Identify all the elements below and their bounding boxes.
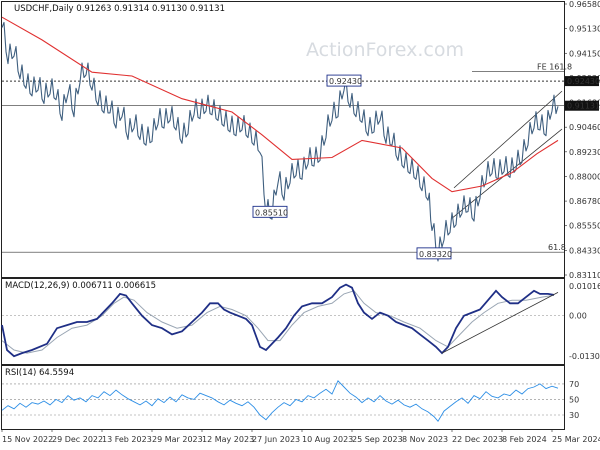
price-ytick-0: 0.96580 xyxy=(569,0,600,9)
macd-line xyxy=(1,283,555,358)
rsi-layer xyxy=(1,380,564,422)
macd-trendline xyxy=(441,292,559,354)
annotation-box-0 xyxy=(326,74,362,87)
rsi-panel-title: RSI(14) 64.5594 xyxy=(5,368,74,378)
watermark: ActionForex.com xyxy=(306,39,464,61)
annotation-box-2 xyxy=(416,247,452,260)
macd-ytick-2: -0.013006 xyxy=(569,352,600,361)
annotation-label-0: 0.92430 xyxy=(329,77,362,86)
price-ytick-8: 0.86780 xyxy=(569,197,600,206)
price-ytick-7: 0.88000 xyxy=(569,172,600,181)
annotation-label-1: 0.85510 xyxy=(255,208,288,217)
xtick-9: 22 Dec 2023 xyxy=(452,435,503,444)
xtick-1: 29 Dec 2022 xyxy=(52,435,103,444)
rsi-ytick-2: 30 xyxy=(569,411,579,420)
annotation-label-2: 0.83320 xyxy=(419,250,452,259)
price-ytick-6: 0.89230 xyxy=(569,148,600,157)
fib-label: 61.8 xyxy=(548,243,566,252)
macd-panel-title: MACD(12,26,9) 0.006711 0.006615 xyxy=(5,281,156,291)
current-price-label: 0.91131 xyxy=(567,102,600,111)
fe-label: FE 161.8 xyxy=(537,62,572,71)
resistance-price-label: 0.92430 xyxy=(567,77,600,86)
price-ytick-2: 0.94150 xyxy=(569,49,600,58)
xtick-11: 25 Mar 2024 xyxy=(552,435,600,444)
price-ytick-9: 0.85550 xyxy=(569,222,600,231)
rsi-line xyxy=(1,380,559,422)
xtick-2: 13 Feb 2023 xyxy=(102,435,152,444)
price-ytick-5: 0.90460 xyxy=(569,123,600,132)
macd-layer xyxy=(1,283,564,358)
macd-ytick-0: 0.010166 xyxy=(569,282,600,291)
price-ytick-10: 0.84330 xyxy=(569,246,600,255)
macd-signal-line xyxy=(1,290,555,354)
channel-line-1 xyxy=(453,90,563,189)
current-price-tag xyxy=(565,100,599,111)
xtick-5: 27 Jun 2023 xyxy=(252,435,300,444)
rsi-panel-frame xyxy=(1,365,565,430)
moving-average-line xyxy=(1,16,559,193)
rsi-ytick-0: 70 xyxy=(569,380,579,389)
xtick-6: 10 Aug 2023 xyxy=(302,435,353,444)
xtick-7: 25 Sep 2023 xyxy=(352,435,403,444)
resistance-price-tag xyxy=(565,76,599,87)
xtick-10: 8 Feb 2024 xyxy=(502,435,547,444)
price-ytick-11: 0.83110 xyxy=(569,271,600,280)
xtick-3: 29 Mar 2023 xyxy=(152,435,203,444)
xtick-8: 8 Nov 2023 xyxy=(402,435,448,444)
price-panel-title: USDCHF,Daily 0.91263 0.91314 0.91130 0.9… xyxy=(14,4,225,14)
xtick-0: 15 Nov 2022 xyxy=(2,435,53,444)
price-panel-frame xyxy=(1,1,565,278)
annotation-box-1 xyxy=(252,205,288,218)
macd-ytick-1: 0.00 xyxy=(569,312,587,321)
rsi-ytick-1: 50 xyxy=(569,395,579,404)
price-ytick-1: 0.95130 xyxy=(569,25,600,34)
price-series xyxy=(1,21,559,262)
macd-panel-frame xyxy=(1,278,565,365)
price-layer: FE 161.8 61.8 0.92430 0.85510 0.83320 xyxy=(1,16,572,262)
xtick-4: 12 May 2023 xyxy=(202,435,254,444)
